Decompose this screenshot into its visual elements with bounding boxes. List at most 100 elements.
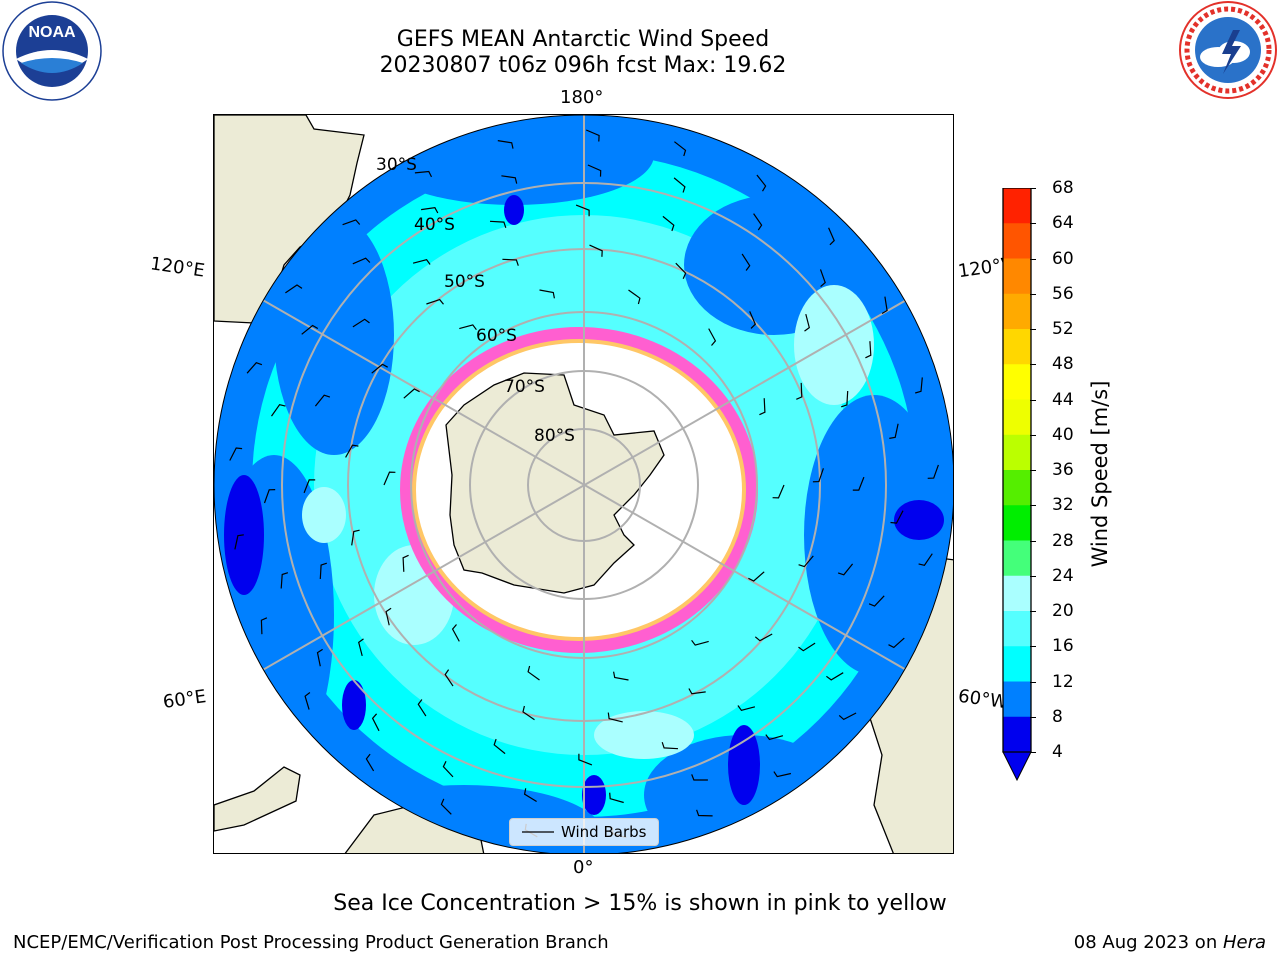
colorbar-tick-label: 12 <box>1052 671 1074 692</box>
wind-barb <box>417 699 427 717</box>
colorbar-tick-label: 20 <box>1052 601 1074 621</box>
wind-barb <box>773 771 792 778</box>
colorbar-tick-mark <box>1030 540 1036 542</box>
colorbar-tick-label: 32 <box>1052 495 1074 516</box>
wind-barb <box>852 476 865 491</box>
lat-label-70s: 70°S <box>504 377 545 397</box>
wind-barb <box>442 761 454 778</box>
colorbar-bin <box>1003 329 1031 365</box>
lon-label-bottom: 0° <box>573 857 594 878</box>
title-line-1: GEFS MEAN Antarctic Wind Speed <box>396 27 770 52</box>
wind-barb <box>319 562 327 580</box>
colorbar-tick-label: 56 <box>1052 283 1074 304</box>
wind-barb <box>342 219 361 226</box>
wind-barb <box>365 753 375 772</box>
svg-text:NOAA: NOAA <box>28 24 76 41</box>
colorbar-bin <box>1003 611 1031 647</box>
wind-barb <box>812 468 824 483</box>
colorbar-tick-mark <box>1030 188 1036 189</box>
wind-barb <box>749 311 757 329</box>
wind-barb <box>753 213 763 231</box>
colorbar-tick-label: 4 <box>1052 742 1063 762</box>
wind-barb-legend-icon <box>522 831 554 833</box>
colorbar-graphic <box>1002 187 1032 782</box>
wind-barb <box>754 633 773 642</box>
wind-barb <box>358 638 364 657</box>
wind-barb <box>927 464 939 479</box>
wind-barb <box>285 284 303 294</box>
wind-barb <box>316 648 323 667</box>
wind-barb <box>263 489 276 504</box>
wind-barb <box>522 705 535 721</box>
polar-map: 30°S 40°S 50°S 60°S 70°S 80°S <box>214 115 953 853</box>
wind-barb <box>301 324 319 335</box>
sea-ice-note: Sea Ice Concentration > 15% is shown in … <box>333 891 947 916</box>
map-frame: 30°S 40°S 50°S 60°S 70°S 80°S <box>213 114 954 854</box>
nws-logo <box>1178 0 1279 100</box>
colorbar-tick-label: 28 <box>1052 530 1074 551</box>
wind-barb <box>527 665 540 681</box>
wind-barb <box>889 423 899 439</box>
wind-barb <box>841 390 849 408</box>
wind-barb <box>459 324 477 331</box>
colorbar-tick-label: 64 <box>1052 213 1074 234</box>
footer-left: NCEP/EMC/Verification Post Processing Pr… <box>13 932 609 953</box>
wind-barb <box>915 377 923 394</box>
wind-barb <box>673 177 686 193</box>
wind-barb <box>421 207 439 214</box>
wind-barb <box>674 141 687 157</box>
wind-barb <box>628 289 641 305</box>
wind-barb <box>868 595 885 607</box>
wind-barb <box>539 289 555 299</box>
wind-barb <box>440 798 452 815</box>
colorbar-bin <box>1003 223 1031 259</box>
wind-barb <box>607 712 623 723</box>
colorbar-ticks: 4 8 12 16 20 24 28 32 36 40 44 48 52 56 60 64 68 <box>1030 179 1094 762</box>
chart-title: GEFS MEAN Antarctic Wind Speed 20230807 … <box>0 27 1166 79</box>
wind-barb <box>351 529 360 546</box>
wind-barb <box>798 555 814 568</box>
wind-barb <box>765 734 784 741</box>
wind-barb <box>587 164 602 177</box>
footer-machine: Hera <box>1222 932 1266 953</box>
wind-barb <box>691 639 709 646</box>
antarctica <box>445 372 665 594</box>
wind-barb <box>890 510 904 524</box>
wind-barb <box>271 404 286 417</box>
colorbar-tick-label: 8 <box>1052 706 1063 727</box>
colorbar-tick-label: 48 <box>1052 354 1074 375</box>
wind-barb <box>303 479 316 494</box>
colorbar-tick-mark <box>1030 681 1036 683</box>
colorbar-tick-mark <box>1030 575 1036 577</box>
graticule <box>214 115 953 853</box>
colorbar-bin <box>1003 681 1031 718</box>
colorbar-tick-label: 52 <box>1052 319 1074 339</box>
wind-barb <box>412 259 431 265</box>
wind-barb <box>759 398 766 416</box>
wind-barb <box>865 341 872 359</box>
noaa-logo: NOAA <box>1 1 103 101</box>
wind-barb <box>756 174 767 192</box>
wind-barb <box>696 809 713 817</box>
wind-barb <box>661 742 679 750</box>
colorbar-tick-mark <box>1030 505 1036 507</box>
wind-barb <box>246 361 263 374</box>
wind-barb <box>371 363 388 374</box>
wind-barb <box>489 220 507 228</box>
wind-barb <box>613 671 629 681</box>
wind-barb <box>493 738 506 755</box>
wind-barb <box>385 607 392 626</box>
wind-barb <box>426 298 444 305</box>
lat-label-30s: 30°S <box>376 155 417 175</box>
wind-barb <box>837 563 854 576</box>
wind-barb <box>260 617 268 635</box>
wind-barb <box>345 444 359 458</box>
wind-barb <box>280 572 289 589</box>
colorbar-tick-label: 16 <box>1052 636 1074 657</box>
colorbar-tick-mark <box>1030 329 1036 330</box>
wind-barbs <box>229 129 939 839</box>
colorbar-bin <box>1003 399 1031 436</box>
wind-barb <box>497 140 514 149</box>
wind-barb <box>888 637 905 649</box>
colorbar-tick-label: 60 <box>1052 248 1074 269</box>
